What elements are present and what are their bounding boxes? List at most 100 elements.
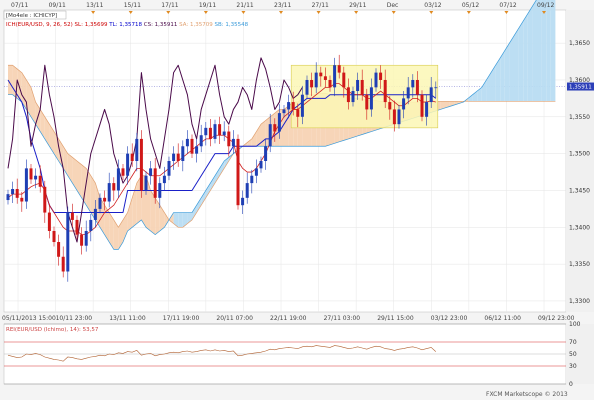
candle-body — [310, 79, 314, 88]
candle-body — [397, 109, 401, 125]
cloud-segment — [86, 168, 91, 213]
cloud-segment — [247, 138, 252, 147]
top-date-label: 29/11 — [349, 2, 366, 9]
top-date-label: 15/11 — [124, 2, 141, 9]
rsi-level-label: 100 — [569, 321, 581, 328]
bottom-date-label: 13/11 11:00 — [109, 315, 146, 322]
candle-body — [406, 87, 410, 99]
candle-body — [190, 138, 194, 154]
cloud-segment — [495, 57, 501, 102]
cloud-segment — [81, 164, 87, 206]
top-date-label: 13/11 — [86, 2, 103, 9]
bottom-date-label: 10/11 23:00 — [56, 315, 93, 322]
candle-body — [208, 127, 212, 139]
candle-body — [195, 146, 199, 154]
candle-body — [277, 113, 281, 132]
cloud-segment — [44, 116, 50, 147]
top-date-label: 09/12 — [537, 2, 554, 9]
cloud-segment — [17, 68, 22, 103]
candle-body — [112, 183, 116, 191]
rsi-level-label: 70 — [569, 339, 577, 346]
cloud-segment — [454, 101, 459, 106]
kijun-sen-line — [7, 79, 437, 214]
candle-body — [149, 168, 153, 176]
cloud-segment — [169, 212, 174, 224]
candle-body — [52, 230, 56, 243]
candle-body — [236, 138, 240, 206]
candle-body — [204, 127, 208, 136]
candle-body — [103, 197, 107, 202]
candle-body — [333, 65, 337, 88]
candle-body — [402, 98, 406, 110]
chikou-span-line — [7, 57, 303, 243]
cloud-segment — [164, 212, 169, 228]
date-marker-icon — [504, 11, 509, 14]
candle-body — [15, 188, 19, 198]
candle-body — [181, 146, 185, 161]
cloud-segment — [518, 21, 524, 102]
cloud-segment — [477, 87, 482, 102]
candle-body — [167, 161, 171, 176]
cloud-segment — [104, 205, 110, 243]
candle-body — [158, 183, 162, 198]
cloud-segment — [440, 101, 445, 110]
date-marker-icon — [128, 11, 133, 14]
candle-body — [254, 168, 258, 176]
price-axis — [566, 10, 594, 312]
top-date-label: 09/11 — [49, 2, 66, 9]
cloud-segment — [173, 212, 179, 228]
candle-body — [356, 79, 360, 92]
candle-body — [291, 102, 295, 110]
candle-body — [80, 234, 84, 246]
cloud-segment — [481, 79, 487, 102]
date-marker-icon — [316, 11, 321, 14]
candle-body — [199, 135, 203, 147]
candle-body — [38, 175, 42, 187]
candle-body — [342, 72, 346, 88]
y-tick-label: 1,3450 — [569, 187, 590, 194]
top-date-label: 05/12 — [462, 2, 479, 9]
cloud-segment — [31, 87, 36, 125]
y-tick-label: 1,3550 — [569, 114, 590, 121]
symbol-box[interactable] — [3, 10, 67, 20]
legend-item: CS: 1,35911 — [142, 22, 177, 28]
tenkan-sen-line — [7, 83, 436, 236]
top-date-label: 07/12 — [499, 2, 516, 9]
legend-item: TL: 1,35718 — [107, 22, 142, 28]
candle-body — [319, 72, 323, 77]
candle-body — [305, 79, 309, 95]
y-tick-label: 1,3300 — [569, 298, 590, 305]
candle-body — [70, 212, 74, 220]
candle-body — [282, 109, 286, 114]
candle-body — [231, 138, 235, 147]
cloud-segment — [445, 101, 450, 108]
bottom-date-label: 03/12 23:00 — [431, 315, 468, 322]
date-marker-icon — [429, 11, 434, 14]
candle-body — [185, 138, 189, 147]
candle-body — [328, 79, 332, 88]
cloud-segment — [219, 161, 225, 176]
candle-body — [162, 175, 166, 184]
symbol-label: [Mo4ele : ICHICYP] — [6, 13, 57, 19]
last-price-badge — [567, 82, 594, 91]
candle-body — [153, 168, 157, 198]
date-marker-icon — [91, 11, 96, 14]
candle-body — [268, 124, 272, 147]
top-date-label: 07/11 — [11, 2, 28, 9]
candle-body — [434, 87, 438, 89]
top-date-label: Dec — [387, 2, 399, 9]
candle-body — [351, 91, 355, 103]
cloud-segment — [159, 205, 165, 231]
candle-body — [287, 102, 291, 110]
bottom-date-label: 29/11 15:00 — [377, 315, 414, 322]
cloud-segment — [472, 91, 478, 102]
cloud-segment — [491, 65, 496, 102]
candle-body — [369, 87, 373, 110]
candle-body — [346, 87, 350, 103]
date-marker-icon — [166, 11, 171, 14]
price-plot-area — [3, 9, 567, 313]
legend-item: SA: 1,35709 — [177, 22, 213, 28]
top-date-label: 17/11 — [161, 2, 178, 9]
rsi-label: REI(EUR/USD (Ichimo), 14): 53,57 — [6, 327, 99, 333]
